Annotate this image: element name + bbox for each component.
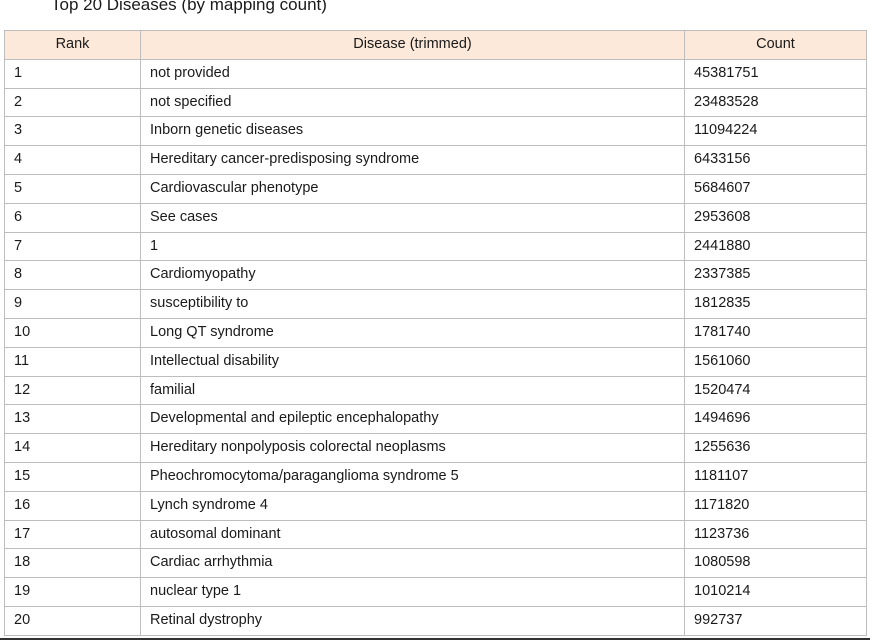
disease-cell: Pheochromocytoma/paraganglioma syndrome … <box>140 461 685 492</box>
column-header-count: Count <box>684 30 867 60</box>
disease-cell: Developmental and epileptic encephalopat… <box>140 404 685 435</box>
disease-cell: autosomal dominant <box>140 519 685 550</box>
rank-cell: 7 <box>4 231 141 262</box>
rank-cell: 16 <box>4 490 141 521</box>
table-row: 19 nuclear type 1 1010214 <box>4 577 867 607</box>
table-row: 18 Cardiac arrhythmia 1080598 <box>4 548 867 579</box>
table-header: Rank Disease (trimmed) Count <box>4 30 867 60</box>
count-cell: 1812835 <box>684 289 867 319</box>
rank-cell: 14 <box>4 433 141 463</box>
rank-cell: 15 <box>4 461 141 492</box>
table-row: 6 See cases 2953608 <box>4 202 867 233</box>
table-title: Top 20 Diseases (by mapping count) <box>51 0 327 14</box>
count-cell: 1255636 <box>684 433 867 463</box>
count-cell: 1520474 <box>684 375 867 406</box>
rank-cell: 17 <box>4 519 141 550</box>
disease-cell: Cardiomyopathy <box>140 260 685 291</box>
disease-cell: Retinal dystrophy <box>140 605 685 636</box>
disease-cell: susceptibility to <box>140 289 685 319</box>
table-row: 13 Developmental and epileptic encephalop… <box>4 404 867 435</box>
table-row: 3 Inborn genetic diseases 11094224 <box>4 116 867 147</box>
count-cell: 45381751 <box>684 58 867 89</box>
bottom-divider <box>0 638 870 640</box>
rank-cell: 8 <box>4 260 141 291</box>
count-cell: 5684607 <box>684 173 867 204</box>
table-row: 5 Cardiovascular phenotype 5684607 <box>4 173 867 204</box>
count-cell: 6433156 <box>684 145 867 175</box>
disease-cell: nuclear type 1 <box>140 577 685 607</box>
disease-cell: Intellectual disability <box>140 346 685 377</box>
rank-cell: 9 <box>4 289 141 319</box>
count-cell: 1561060 <box>684 346 867 377</box>
column-header-rank: Rank <box>4 30 141 60</box>
count-cell: 1494696 <box>684 404 867 435</box>
count-cell: 1781740 <box>684 317 867 348</box>
rank-cell: 4 <box>4 145 141 175</box>
rank-cell: 19 <box>4 577 141 607</box>
disease-cell: not specified <box>140 87 685 118</box>
disease-table: Rank Disease (trimmed) Count 1 not provid… <box>4 30 867 636</box>
table-row: 2 not specified 23483528 <box>4 87 867 118</box>
rank-cell: 13 <box>4 404 141 435</box>
table-row: 10 Long QT syndrome 1781740 <box>4 317 867 348</box>
table-row: 4 Hereditary cancer-predisposing syndrome… <box>4 145 867 175</box>
rank-cell: 18 <box>4 548 141 579</box>
rank-cell: 2 <box>4 87 141 118</box>
count-cell: 992737 <box>684 605 867 636</box>
rank-cell: 20 <box>4 605 141 636</box>
table-row: 1 not provided 45381751 <box>4 58 867 89</box>
rank-cell: 10 <box>4 317 141 348</box>
count-cell: 1123736 <box>684 519 867 550</box>
disease-cell: Lynch syndrome 4 <box>140 490 685 521</box>
count-cell: 11094224 <box>684 116 867 147</box>
count-cell: 1010214 <box>684 577 867 607</box>
header-row: Rank Disease (trimmed) Count <box>4 30 867 60</box>
table-row: 14 Hereditary nonpolyposis colorectal neo… <box>4 433 867 463</box>
count-cell: 1080598 <box>684 548 867 579</box>
rank-cell: 5 <box>4 173 141 204</box>
count-cell: 1181107 <box>684 461 867 492</box>
disease-cell: not provided <box>140 58 685 89</box>
table-row: 15 Pheochromocytoma/paraganglioma syndrom… <box>4 461 867 492</box>
table-row: 12 familial 1520474 <box>4 375 867 406</box>
rank-cell: 3 <box>4 116 141 147</box>
count-cell: 2953608 <box>684 202 867 233</box>
table-row: 8 Cardiomyopathy 2337385 <box>4 260 867 291</box>
count-cell: 2441880 <box>684 231 867 262</box>
disease-cell: Hereditary cancer-predisposing syndrome <box>140 145 685 175</box>
table-row: 7 1 2441880 <box>4 231 867 262</box>
disease-cell: Hereditary nonpolyposis colorectal neopl… <box>140 433 685 463</box>
disease-cell: Cardiovascular phenotype <box>140 173 685 204</box>
table-body: 1 not provided 45381751 2 not specified 23483… <box>4 58 867 636</box>
rank-cell: 1 <box>4 58 141 89</box>
rank-cell: 12 <box>4 375 141 406</box>
count-cell: 1171820 <box>684 490 867 521</box>
disease-cell: 1 <box>140 231 685 262</box>
disease-cell: Long QT syndrome <box>140 317 685 348</box>
table-row: 20 Retinal dystrophy 992737 <box>4 605 867 636</box>
count-cell: 2337385 <box>684 260 867 291</box>
disease-cell: Cardiac arrhythmia <box>140 548 685 579</box>
disease-cell: Inborn genetic diseases <box>140 116 685 147</box>
table-row: 17 autosomal dominant 1123736 <box>4 519 867 550</box>
table-row: 9 susceptibility to 1812835 <box>4 289 867 319</box>
table-row: 11 Intellectual disability 1561060 <box>4 346 867 377</box>
count-cell: 23483528 <box>684 87 867 118</box>
disease-cell: See cases <box>140 202 685 233</box>
disease-cell: familial <box>140 375 685 406</box>
table-row: 16 Lynch syndrome 4 1171820 <box>4 490 867 521</box>
rank-cell: 6 <box>4 202 141 233</box>
column-header-disease: Disease (trimmed) <box>140 30 685 60</box>
rank-cell: 11 <box>4 346 141 377</box>
